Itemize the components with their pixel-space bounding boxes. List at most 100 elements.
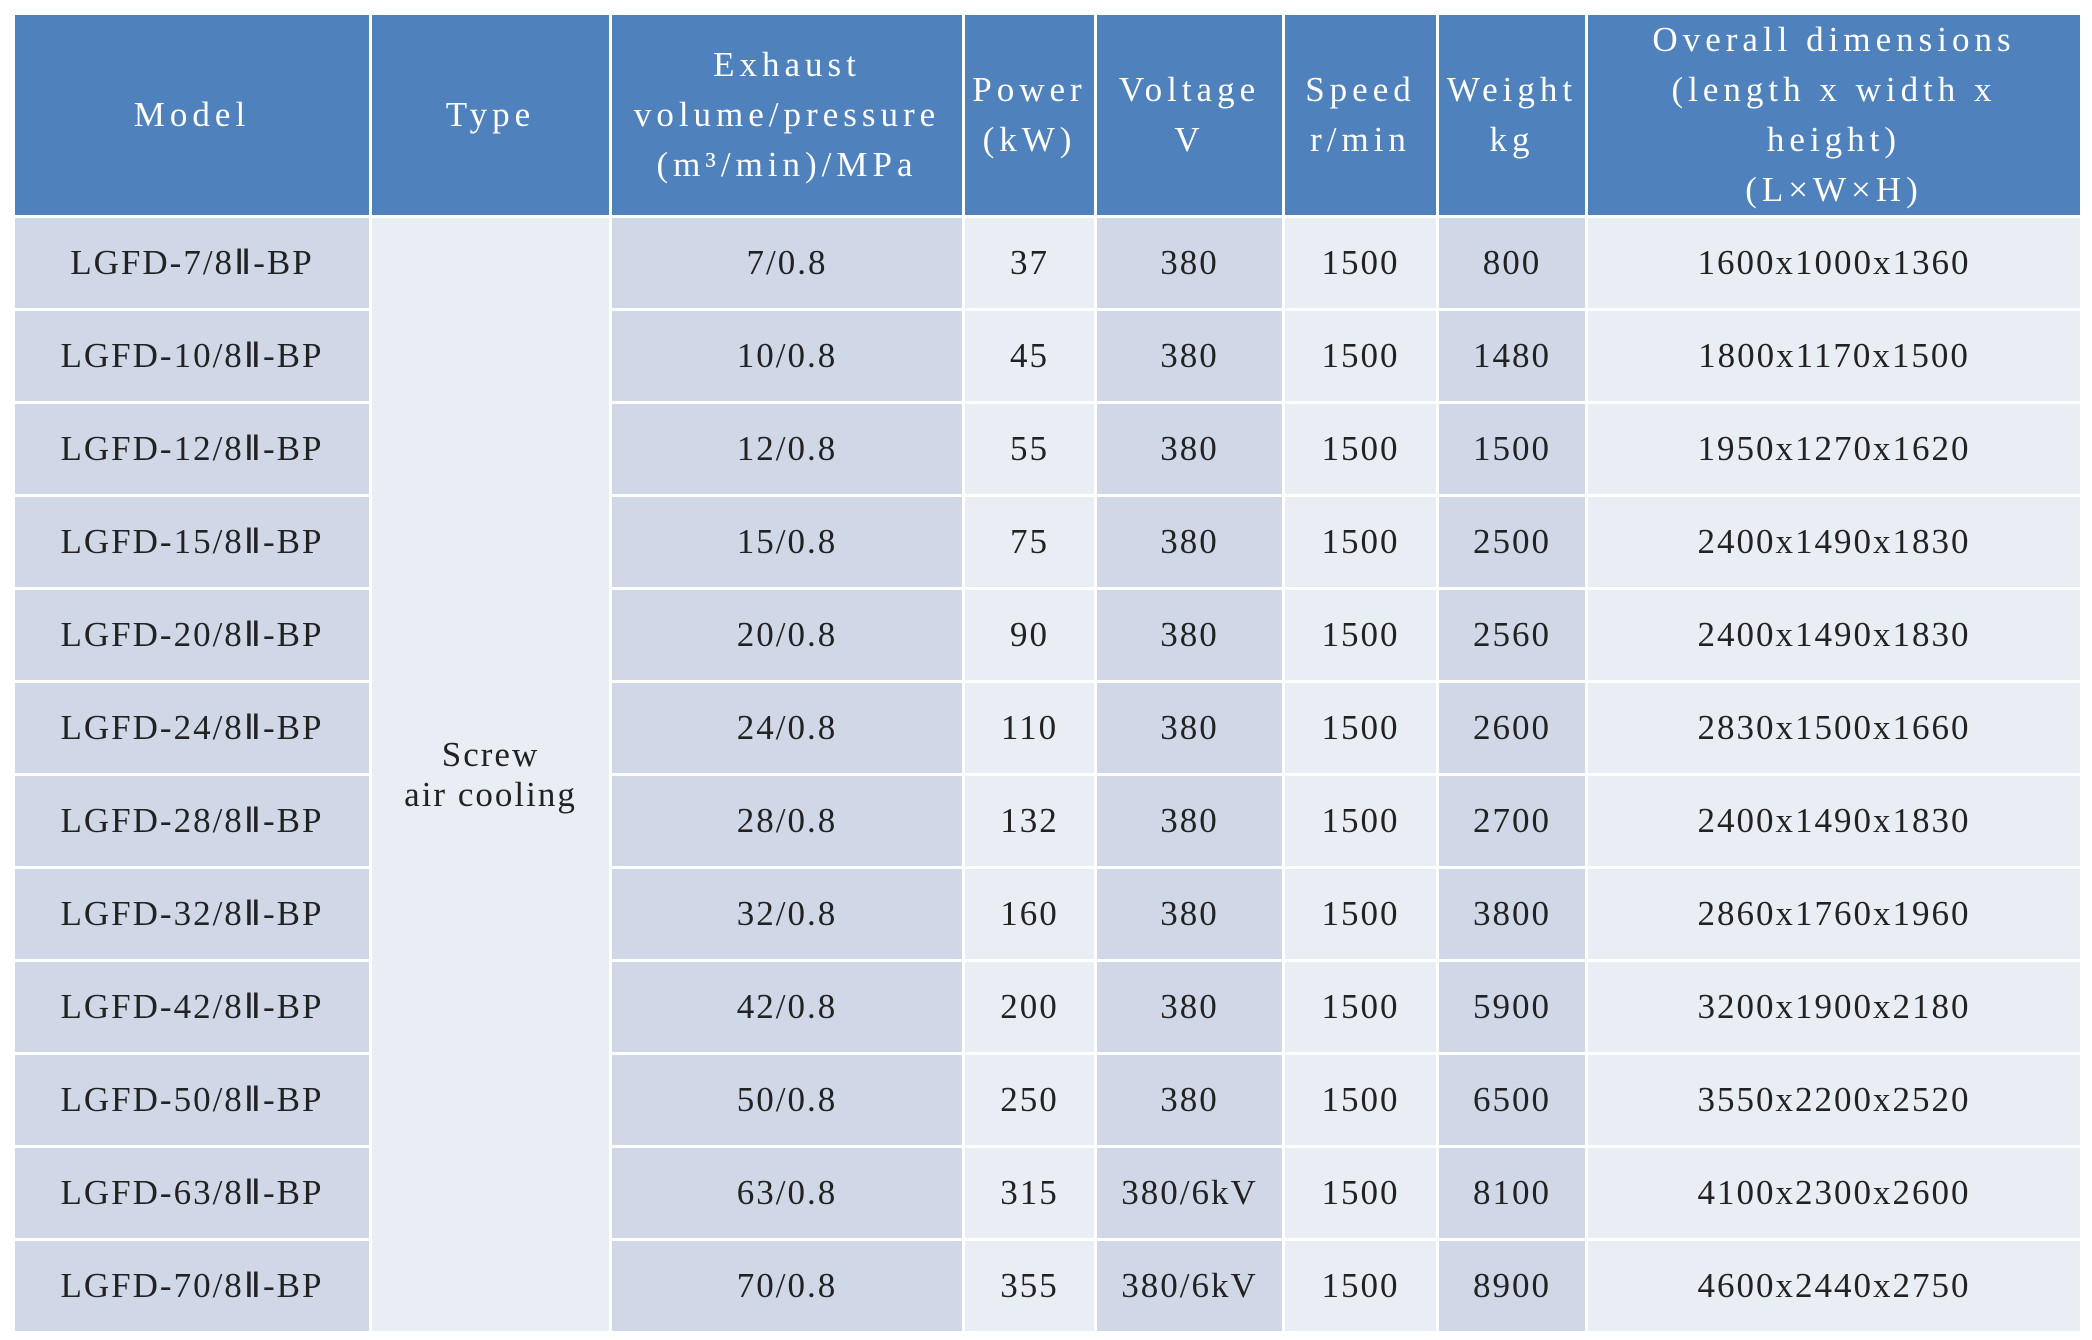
data-cell: 1500 [1282,866,1439,962]
data-cell: 1500 [1436,401,1588,497]
cell-text: 5900 [1473,987,1551,1026]
cell-text: 1500 [1473,429,1551,468]
data-cell: LGFD-24/8Ⅱ-BP [12,680,372,776]
cell-text: Screw [441,734,540,774]
cell-text: LGFD-10/8Ⅱ-BP [60,336,324,375]
cell-text: 1500 [1321,243,1400,282]
data-row: LGFD-20/8Ⅱ-BP 20/0.8 90 380 1500 2560 2400x149… [12,587,2083,683]
data-cell: 1600x1000x1360 [1585,215,2083,311]
data-cell: 12/0.8 [609,401,965,497]
cell-text: LGFD-70/8Ⅱ-BP [60,1266,324,1305]
cell-text: 3200x1900x2180 [1697,987,1971,1026]
cell-text: 20/0.8 [736,615,838,654]
cell-text: 1500 [1321,1173,1400,1212]
data-cell: 1480 [1436,308,1588,404]
cell-text: 55 [1010,429,1049,468]
cell-text: 380 [1160,987,1219,1026]
data-cell: 1500 [1282,587,1439,683]
data-cell: LGFD-15/8Ⅱ-BP [12,494,372,590]
data-row: LGFD-24/8Ⅱ-BP 24/0.8 110 380 1500 2600 2830x15… [12,680,2083,776]
cell-text: Exhaust [713,45,861,84]
data-cell: LGFD-70/8Ⅱ-BP [12,1238,372,1334]
data-cell: 6500 [1436,1052,1588,1148]
data-cell: 380 [1094,680,1285,776]
data-row: LGFD-12/8Ⅱ-BP 12/0.8 55 380 1500 1500 1950x127… [12,401,2083,497]
cell-text: 15/0.8 [736,522,838,561]
data-cell: 1500 [1282,680,1439,776]
data-cell: 1500 [1282,401,1439,497]
data-cell: 160 [962,866,1097,962]
cell-text: 3800 [1473,894,1551,933]
data-row: LGFD-7/8Ⅱ-BP Screw air cooling 7/0.8 37 380 15… [12,215,2083,1334]
data-cell: 90 [962,587,1097,683]
cell-text: 160 [1000,894,1059,933]
cell-text: kg [1489,120,1535,159]
header-cell: Voltage V [1094,12,1285,218]
data-cell: 380 [1094,401,1285,497]
cell-text: 1500 [1321,1080,1400,1119]
cell-text: (L×W×H) [1745,170,1923,209]
cell-text: 32/0.8 [736,894,838,933]
data-cell: 315 [962,1145,1097,1241]
data-cell: 15/0.8 [609,494,965,590]
cell-text: 380 [1160,708,1219,747]
data-cell: 1500 [1282,308,1439,404]
data-cell: 3800 [1436,866,1588,962]
cell-text: r/min [1310,120,1411,159]
cell-text: 355 [1000,1266,1059,1305]
data-row: LGFD-32/8Ⅱ-BP 32/0.8 160 380 1500 3800 2860x17… [12,866,2083,962]
cell-text: volume/pressure [633,95,941,134]
cell-text: 110 [1000,708,1059,747]
data-cell: 2400x1490x1830 [1585,587,2083,683]
data-cell: LGFD-7/8Ⅱ-BP [12,215,372,311]
cell-text: 132 [1000,801,1059,840]
cell-text: 2400x1490x1830 [1697,615,1971,654]
data-cell: 4600x2440x2750 [1585,1238,2083,1334]
data-cell: 70/0.8 [609,1238,965,1334]
cell-text: 380 [1160,522,1219,561]
cell-text: 380 [1160,894,1219,933]
cell-text: air cooling [404,774,577,814]
cell-text: 1480 [1473,336,1551,375]
data-cell: LGFD-10/8Ⅱ-BP [12,308,372,404]
cell-text: 380 [1160,243,1219,282]
data-cell: 28/0.8 [609,773,965,869]
data-cell: 1500 [1282,1052,1439,1148]
cell-text: V [1174,120,1205,159]
data-cell: 45 [962,308,1097,404]
header-cell: Speed r/min [1282,12,1439,218]
cell-text: 75 [1010,522,1049,561]
data-cell: 2400x1490x1830 [1585,494,2083,590]
data-cell: 7/0.8 [609,215,965,311]
data-cell: 75 [962,494,1097,590]
data-cell: 32/0.8 [609,866,965,962]
data-cell: 1500 [1282,215,1439,311]
data-cell: 250 [962,1052,1097,1148]
data-cell: 3550x2200x2520 [1585,1052,2083,1148]
data-row: LGFD-42/8Ⅱ-BP 42/0.8 200 380 1500 5900 3200x19… [12,959,2083,1055]
data-row: LGFD-28/8Ⅱ-BP 28/0.8 132 380 1500 2700 2400x14… [12,773,2083,869]
cell-text: 2560 [1473,615,1551,654]
data-cell: LGFD-50/8Ⅱ-BP [12,1052,372,1148]
header-cell: Overall dimensions (length x width x heigh… [1585,12,2083,218]
cell-text: 63/0.8 [736,1173,838,1212]
cell-text: 4100x2300x2600 [1697,1173,1971,1212]
cell-text: 24/0.8 [736,708,838,747]
data-cell: LGFD-12/8Ⅱ-BP [12,401,372,497]
cell-text: 6500 [1473,1080,1551,1119]
cell-text: LGFD-7/8Ⅱ-BP [70,243,314,282]
data-cell: 1500 [1282,1145,1439,1241]
header-cell: Weight kg [1436,12,1588,218]
cell-text: 2600 [1473,708,1551,747]
cell-text: 1500 [1321,615,1400,654]
cell-text: 1500 [1321,987,1400,1026]
data-cell: 380 [1094,215,1285,311]
cell-text: LGFD-32/8Ⅱ-BP [60,894,324,933]
data-cell: LGFD-63/8Ⅱ-BP [12,1145,372,1241]
data-cell: 1500 [1282,1238,1439,1334]
data-cell: 2500 [1436,494,1588,590]
cell-text: LGFD-28/8Ⅱ-BP [60,801,324,840]
cell-text: height) [1766,120,1902,159]
cell-text: LGFD-63/8Ⅱ-BP [60,1173,324,1212]
